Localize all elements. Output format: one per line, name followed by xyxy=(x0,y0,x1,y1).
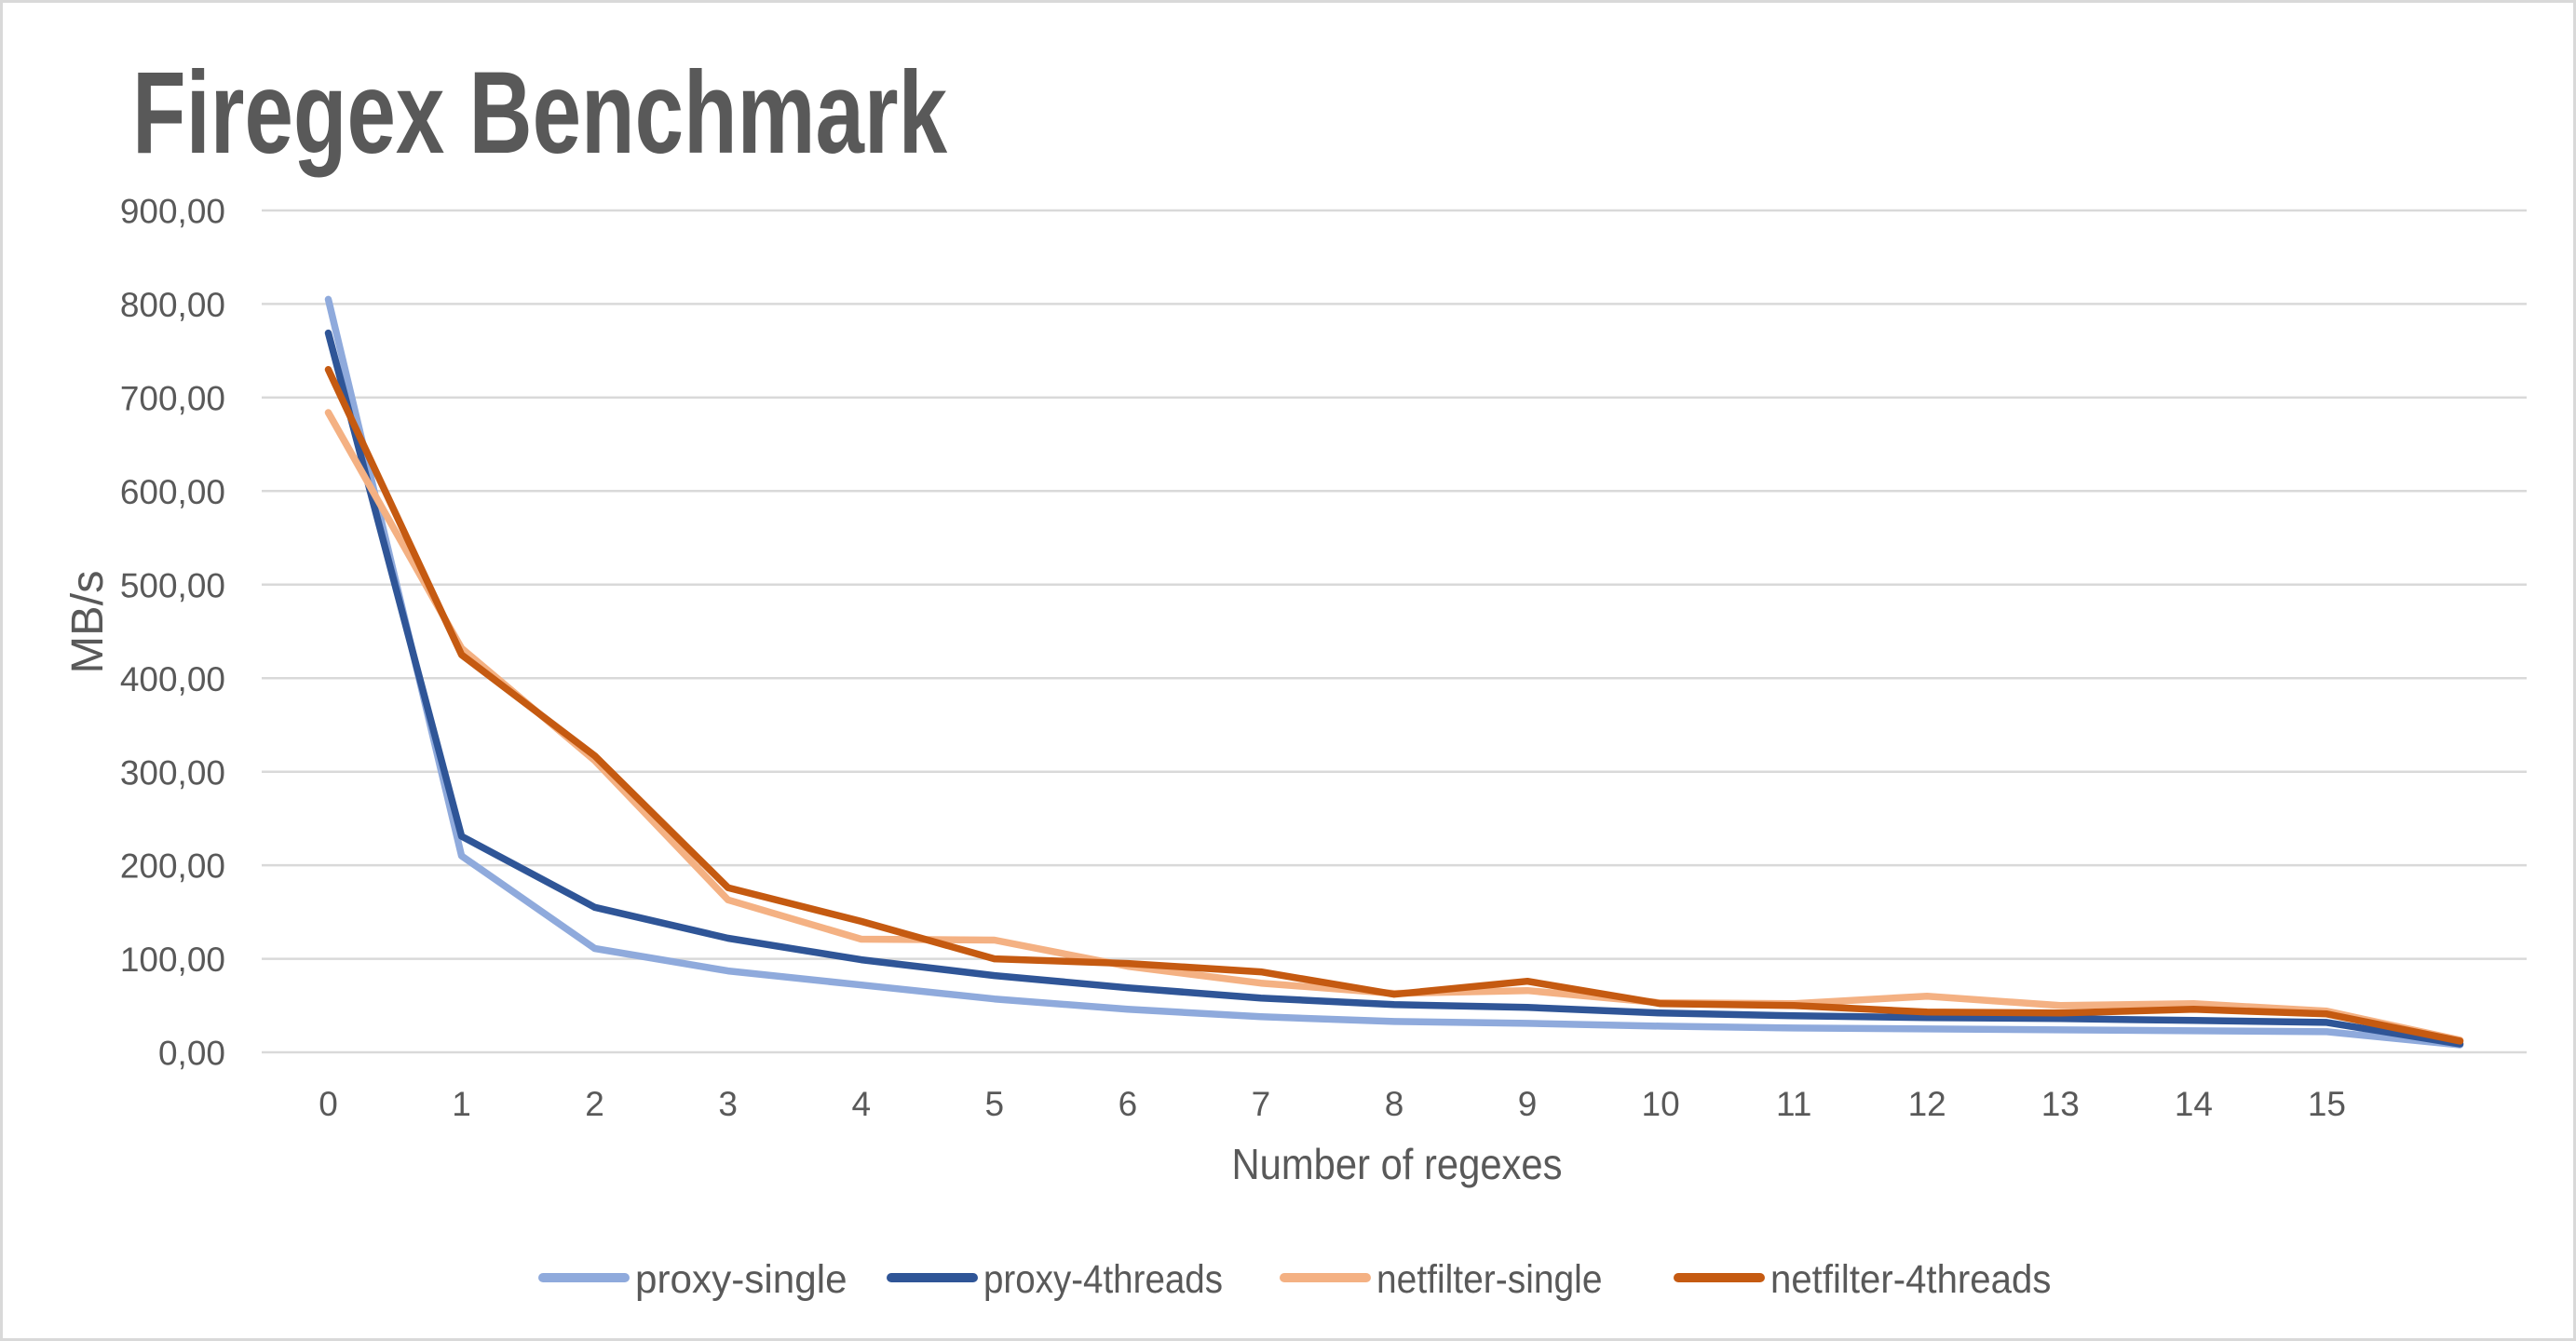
svg-text:6: 6 xyxy=(1119,1085,1138,1123)
svg-text:800,00: 800,00 xyxy=(120,286,225,324)
svg-text:100,00: 100,00 xyxy=(120,941,225,979)
svg-text:13: 13 xyxy=(2041,1085,2080,1123)
svg-text:5: 5 xyxy=(985,1085,1005,1123)
svg-text:12: 12 xyxy=(1908,1085,1946,1123)
svg-text:700,00: 700,00 xyxy=(120,380,225,418)
svg-text:200,00: 200,00 xyxy=(120,847,225,886)
svg-text:8: 8 xyxy=(1385,1085,1404,1123)
svg-text:0,00: 0,00 xyxy=(158,1035,225,1073)
svg-text:2: 2 xyxy=(585,1085,604,1123)
svg-text:netfilter-4threads: netfilter-4threads xyxy=(1770,1257,2051,1302)
svg-text:300,00: 300,00 xyxy=(120,753,225,792)
svg-text:3: 3 xyxy=(718,1085,738,1123)
svg-text:4: 4 xyxy=(852,1085,872,1123)
svg-text:Firegex Benchmark: Firegex Benchmark xyxy=(132,48,947,178)
svg-text:proxy-single: proxy-single xyxy=(635,1257,847,1302)
svg-text:0: 0 xyxy=(319,1085,338,1123)
svg-text:9: 9 xyxy=(1518,1085,1538,1123)
svg-text:10: 10 xyxy=(1642,1085,1680,1123)
svg-text:1: 1 xyxy=(452,1085,471,1123)
svg-text:11: 11 xyxy=(1776,1085,1811,1123)
svg-text:7: 7 xyxy=(1252,1085,1271,1123)
svg-text:proxy-4threads: proxy-4threads xyxy=(983,1257,1223,1302)
svg-text:400,00: 400,00 xyxy=(120,660,225,698)
svg-text:MB/s: MB/s xyxy=(63,571,113,674)
svg-text:Number of regexes: Number of regexes xyxy=(1232,1140,1563,1188)
svg-text:500,00: 500,00 xyxy=(120,566,225,604)
svg-text:600,00: 600,00 xyxy=(120,473,225,511)
svg-text:900,00: 900,00 xyxy=(120,193,225,231)
svg-text:15: 15 xyxy=(2308,1085,2346,1123)
svg-text:netfilter-single: netfilter-single xyxy=(1376,1257,1603,1302)
svg-text:14: 14 xyxy=(2175,1085,2213,1123)
